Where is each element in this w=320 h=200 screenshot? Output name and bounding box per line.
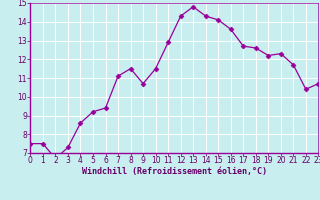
X-axis label: Windchill (Refroidissement éolien,°C): Windchill (Refroidissement éolien,°C) — [82, 167, 267, 176]
